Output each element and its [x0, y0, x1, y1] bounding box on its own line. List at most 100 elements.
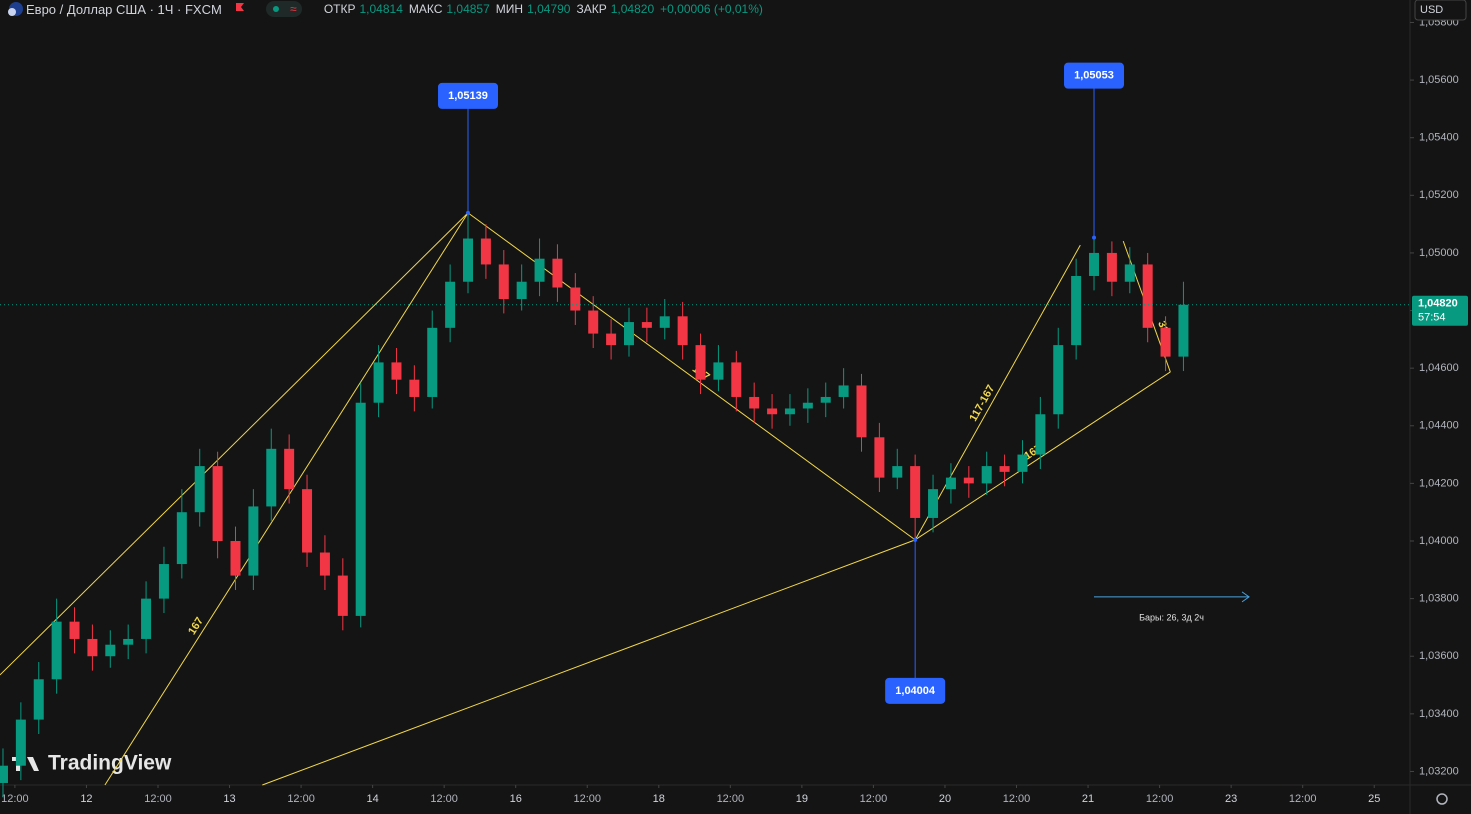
y-tick-label: 1,03200	[1419, 765, 1459, 777]
x-tick-label: 12:00	[1146, 793, 1174, 805]
candle-body	[230, 541, 241, 576]
settings-icon[interactable]	[1436, 793, 1448, 805]
symbol[interactable]: Евро / Доллар США · 1Ч · FXCM	[26, 1, 222, 17]
candle-body	[1178, 304, 1189, 357]
candle-body	[713, 362, 724, 380]
currency-button[interactable]	[1414, 0, 1467, 21]
candle-body	[427, 327, 438, 397]
candle-body	[480, 238, 491, 265]
candle-body	[695, 345, 706, 380]
y-tick-label: 1,03400	[1419, 708, 1459, 720]
x-tick-label: 12:00	[1003, 793, 1031, 805]
candle-body	[409, 379, 420, 397]
candle-body	[158, 564, 169, 599]
candle-body	[945, 477, 956, 490]
candle-body	[856, 385, 867, 438]
candle-body	[355, 402, 366, 616]
candle-body	[999, 466, 1010, 472]
candle-body	[51, 621, 62, 680]
candle-body	[659, 316, 670, 328]
candle-body	[123, 638, 134, 645]
open-label: ОТКР	[323, 2, 356, 16]
x-tick-label: 20	[939, 793, 951, 805]
svg-text:≈: ≈	[290, 2, 297, 16]
x-tick-label: 12:00	[1289, 793, 1317, 805]
candle-body	[445, 281, 456, 328]
candle-body	[910, 466, 921, 518]
candle-body	[641, 322, 652, 328]
candle-body	[731, 362, 742, 397]
status-icons: ≈	[235, 1, 302, 17]
candle-body	[391, 362, 402, 380]
candle-body	[266, 448, 277, 507]
candle-body	[874, 437, 885, 478]
callout-point	[1092, 235, 1097, 240]
candle-body	[534, 258, 545, 282]
trend-line	[104, 212, 469, 786]
candle-body	[176, 512, 187, 565]
x-tick-label: 16	[510, 793, 522, 805]
candle-body	[963, 477, 974, 484]
callout-box	[438, 82, 499, 109]
countdown: 57:54	[1418, 312, 1446, 324]
candle-body	[33, 679, 44, 720]
candle-body	[1017, 454, 1028, 472]
callout-box	[885, 677, 946, 704]
currency-label: USD	[1420, 4, 1443, 16]
x-tick-label: 12:00	[573, 793, 601, 805]
candle-body	[1124, 264, 1135, 282]
candle-body	[588, 310, 599, 334]
candle-body	[337, 575, 348, 616]
x-tick-label: 12:00	[287, 793, 315, 805]
candle-body	[248, 506, 259, 576]
candle-body	[552, 258, 563, 288]
x-tick-label: 18	[653, 793, 665, 805]
candle-body	[928, 489, 939, 518]
x-tick-label: 23	[1225, 793, 1237, 805]
low-value: 1,04790	[527, 2, 571, 16]
candle-body	[498, 264, 509, 300]
y-tick-label: 1,05600	[1419, 74, 1459, 86]
last-price-box	[1412, 295, 1468, 326]
high-label: МАКС	[408, 2, 443, 16]
x-tick-label: 12:00	[430, 793, 458, 805]
candle-body	[1089, 252, 1100, 276]
candle-body	[1106, 252, 1117, 282]
y-tick-label: 1,05000	[1419, 247, 1459, 259]
candle-body	[516, 281, 527, 300]
x-tick-label: 12:00	[144, 793, 172, 805]
candle-body	[838, 385, 849, 397]
candle-body	[141, 598, 152, 639]
candle-body	[284, 448, 295, 490]
callout-label: 1,05053	[1074, 70, 1114, 82]
x-tick-label: 13	[223, 793, 235, 805]
candle-body	[767, 408, 778, 415]
candle-body	[892, 466, 903, 478]
x-tick-label: 14	[366, 793, 378, 805]
y-tick-label: 1,03600	[1419, 650, 1459, 662]
candle-body	[802, 402, 813, 409]
watermark: TradingView	[48, 752, 172, 775]
candle-body	[105, 644, 116, 657]
candle-body	[623, 322, 634, 346]
close-value: 1,04820	[610, 2, 655, 16]
candle-body	[194, 466, 205, 513]
close-label: ЗАКР	[576, 2, 607, 16]
candle-body	[606, 333, 617, 346]
gear[interactable]	[1436, 793, 1448, 805]
open-value: 1,04814	[359, 2, 403, 16]
candle-body	[677, 316, 688, 346]
x-tick-label: 12	[80, 793, 92, 805]
candle-body	[784, 408, 795, 415]
candle-body	[1053, 345, 1064, 415]
candle-body	[570, 287, 581, 311]
candle-body	[1160, 327, 1171, 357]
candle-body	[749, 396, 760, 409]
last-price-label: 1,04820	[1418, 298, 1458, 310]
candle-body	[1035, 414, 1046, 455]
y-tick-label: 1,05200	[1419, 189, 1459, 201]
flag-icon	[8, 2, 23, 16]
y-tick-label: 1,03800	[1419, 593, 1459, 605]
callout-box	[1064, 62, 1125, 89]
